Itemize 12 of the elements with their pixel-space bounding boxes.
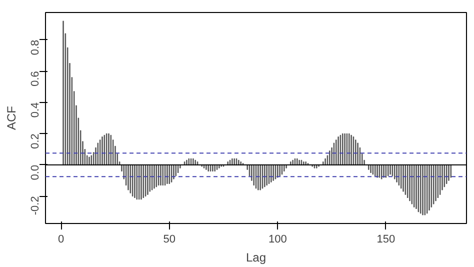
y-tick-label: 0.0: [30, 164, 42, 180]
y-tick-label: 0.8: [30, 40, 42, 56]
x-tick-label: 150: [376, 234, 396, 246]
y-axis-title: ACF: [4, 106, 18, 130]
y-tick-label: 0.6: [30, 71, 42, 86]
y-tick-label: -0.2: [30, 196, 42, 216]
x-tick-label: 100: [268, 234, 287, 246]
x-tick-label: 0: [58, 234, 64, 246]
y-tick-label: 0.2: [30, 134, 42, 149]
x-axis-title: Lag: [246, 250, 266, 264]
x-tick-label: 50: [163, 234, 176, 246]
y-tick-label: 0.4: [30, 102, 42, 118]
